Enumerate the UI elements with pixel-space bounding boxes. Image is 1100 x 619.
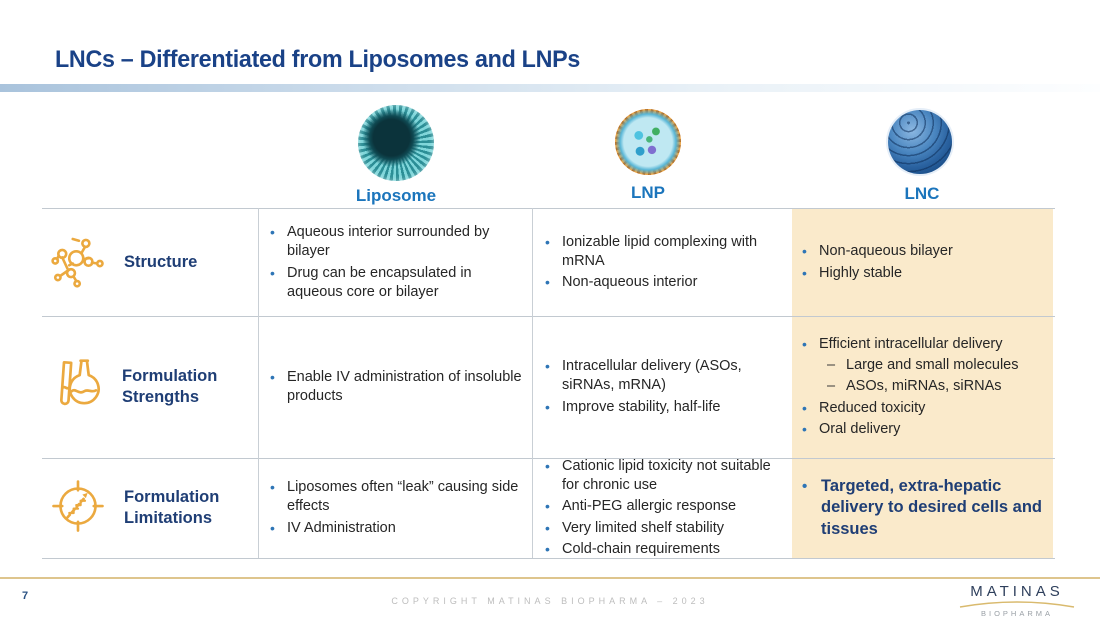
lnp-particle-image [615, 109, 681, 175]
bullet-item: Reduced toxicity [800, 399, 1018, 418]
column-header-lnp: LNP [631, 183, 665, 202]
table-line-row2 [42, 316, 1055, 317]
table-vline-2 [532, 208, 533, 558]
cell-limitations-lnc: Targeted, extra-hepatic delivery to desi… [800, 458, 1050, 558]
bullet-list: Ionizable lipid complexing with mRNA Non… [543, 231, 789, 294]
row-header-formulation-strengths: Formulation Strengths [42, 316, 258, 458]
row-header-formulation-limitations: Formulation Limitations [42, 458, 258, 558]
bullet-list: Cationic lipid toxicity not suitable for… [543, 455, 789, 561]
bullet-item: Efficient intracellular delivery [800, 335, 1018, 354]
bullet-item: Enable IV administration of insoluble pr… [268, 368, 526, 406]
bullet-item: Targeted, extra-hepatic delivery to desi… [800, 476, 1050, 539]
page-number: 7 [22, 590, 29, 602]
bullet-item: IV Administration [268, 519, 526, 538]
bullet-item: Drug can be encapsulated in aqueous core… [268, 264, 526, 302]
row-label-formulation-limitations: Formulation Limitations [124, 488, 220, 527]
table-vline-1 [258, 208, 259, 558]
column-header-lnc: LNC [904, 184, 940, 203]
cell-structure-lnc: Non-aqueous bilayer Highly stable [800, 209, 1050, 316]
bullet-list: Aqueous interior surrounded by bilayer D… [268, 221, 526, 304]
cell-strengths-liposome: Enable IV administration of insoluble pr… [268, 316, 526, 458]
cell-limitations-liposome: Liposomes often “leak” causing side effe… [268, 458, 526, 558]
bullet-list: Liposomes often “leak” causing side effe… [268, 476, 526, 539]
table-line-top [42, 208, 1055, 209]
bullet-list: Enable IV administration of insoluble pr… [268, 366, 526, 408]
target-icon [50, 478, 106, 539]
row-header-structure: Structure [42, 209, 258, 316]
row-label-formulation-strengths: Formulation Strengths [122, 367, 218, 406]
sub-bullet-item: ASOs, miRNAs, siRNAs [800, 377, 1018, 396]
bullet-item: Anti-PEG allergic response [543, 497, 789, 516]
cell-limitations-lnp: Cationic lipid toxicity not suitable for… [543, 455, 789, 561]
bullet-item: Ionizable lipid complexing with mRNA [543, 233, 789, 271]
bullet-list: Efficient intracellular delivery Large a… [800, 333, 1018, 441]
bullet-item: Intracellular delivery (ASOs, siRNAs, mR… [543, 357, 789, 395]
bullet-item: Highly stable [800, 264, 953, 283]
molecule-icon [50, 232, 106, 293]
bullet-item: Very limited shelf stability [543, 519, 789, 538]
bullet-item: Improve stability, half-life [543, 398, 789, 417]
flask-icon [50, 355, 104, 420]
footer-separator-line [0, 577, 1100, 579]
bullet-list: Intracellular delivery (ASOs, siRNAs, mR… [543, 355, 789, 418]
matinas-logo: MATINAS BIOPHARMA [950, 583, 1084, 618]
sub-bullet-item: Large and small molecules [800, 356, 1018, 375]
column-header-liposome: Liposome [355, 186, 437, 205]
cell-structure-liposome: Aqueous interior surrounded by bilayer D… [268, 209, 526, 316]
cell-structure-lnp: Ionizable lipid complexing with mRNA Non… [543, 209, 789, 316]
logo-subtitle: BIOPHARMA [980, 609, 1053, 618]
page-title: LNCs – Differentiated from Liposomes and… [55, 46, 581, 73]
cell-strengths-lnp: Intracellular delivery (ASOs, siRNAs, mR… [543, 316, 789, 458]
bullet-item: Cationic lipid toxicity not suitable for… [543, 457, 789, 495]
bullet-item: Non-aqueous interior [543, 273, 789, 292]
bullet-item: Non-aqueous bilayer [800, 242, 953, 261]
logo-arc-icon [959, 601, 1075, 608]
logo-wordmark: MATINAS [970, 583, 1064, 600]
bullet-item: Aqueous interior surrounded by bilayer [268, 223, 526, 261]
footer-copyright: COPYRIGHT MATINAS BIOPHARMA – 2023 [391, 596, 709, 606]
cell-strengths-lnc: Efficient intracellular delivery Large a… [800, 316, 1050, 458]
bullet-item: Cold-chain requirements [543, 540, 789, 559]
lnc-particle-image [888, 110, 952, 174]
bullet-item: Liposomes often “leak” causing side effe… [268, 478, 526, 516]
bullet-item: Oral delivery [800, 420, 1018, 439]
row-label-structure: Structure [124, 253, 198, 272]
liposome-particle-image [358, 105, 434, 181]
bullet-list: Non-aqueous bilayer Highly stable [800, 240, 953, 284]
title-underline-bar [0, 84, 1100, 92]
bullet-list: Targeted, extra-hepatic delivery to desi… [800, 474, 1050, 541]
